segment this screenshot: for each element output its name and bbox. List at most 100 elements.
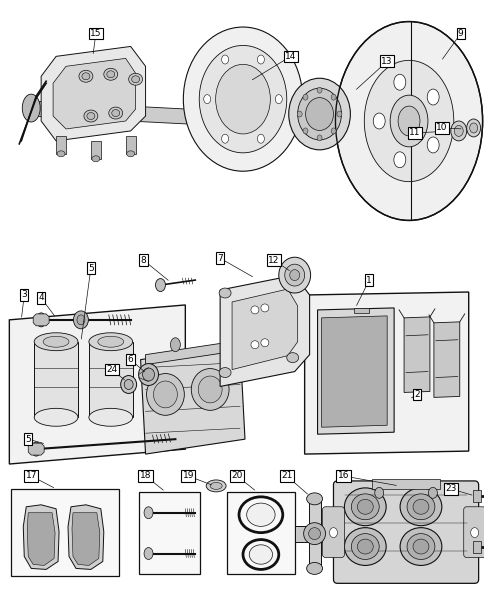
Ellipse shape — [426, 89, 438, 105]
Ellipse shape — [454, 125, 462, 137]
Ellipse shape — [317, 135, 321, 141]
Ellipse shape — [450, 121, 466, 141]
Ellipse shape — [87, 112, 95, 120]
Ellipse shape — [357, 539, 373, 554]
Ellipse shape — [275, 95, 282, 104]
FancyBboxPatch shape — [333, 481, 478, 583]
Ellipse shape — [317, 87, 321, 93]
Text: 10: 10 — [435, 124, 447, 133]
Ellipse shape — [373, 113, 384, 129]
Polygon shape — [31, 101, 284, 129]
Ellipse shape — [199, 45, 286, 153]
Ellipse shape — [469, 528, 478, 538]
Bar — [91, 141, 101, 159]
Ellipse shape — [308, 528, 320, 540]
Ellipse shape — [297, 88, 341, 140]
Text: 18: 18 — [139, 471, 151, 481]
Ellipse shape — [82, 73, 90, 80]
Ellipse shape — [344, 528, 385, 565]
Ellipse shape — [286, 353, 298, 363]
Ellipse shape — [126, 151, 135, 157]
Ellipse shape — [306, 493, 322, 505]
Ellipse shape — [215, 64, 270, 134]
Ellipse shape — [221, 134, 228, 143]
Ellipse shape — [31, 442, 41, 456]
Ellipse shape — [412, 539, 428, 554]
Ellipse shape — [146, 373, 184, 415]
Polygon shape — [472, 541, 480, 552]
Ellipse shape — [286, 273, 298, 283]
Ellipse shape — [155, 279, 165, 292]
Ellipse shape — [350, 494, 378, 519]
Ellipse shape — [250, 306, 258, 314]
Ellipse shape — [427, 487, 437, 498]
FancyBboxPatch shape — [322, 507, 344, 557]
Text: 1: 1 — [365, 276, 371, 284]
Text: 11: 11 — [408, 128, 420, 137]
Ellipse shape — [106, 71, 115, 78]
Ellipse shape — [153, 381, 177, 408]
Polygon shape — [321, 316, 386, 427]
Polygon shape — [23, 505, 59, 570]
Text: 4: 4 — [38, 293, 44, 303]
Ellipse shape — [426, 137, 438, 153]
Bar — [308, 499, 320, 568]
Ellipse shape — [406, 494, 434, 519]
Ellipse shape — [335, 22, 482, 220]
Ellipse shape — [284, 264, 304, 286]
Ellipse shape — [144, 507, 152, 519]
Bar — [11, 489, 119, 577]
Polygon shape — [27, 513, 55, 565]
Ellipse shape — [406, 534, 434, 560]
Text: 14: 14 — [285, 52, 296, 61]
Ellipse shape — [303, 522, 325, 545]
Ellipse shape — [344, 488, 385, 525]
Ellipse shape — [357, 499, 373, 514]
Ellipse shape — [250, 340, 258, 349]
Ellipse shape — [73, 311, 88, 329]
Bar — [227, 492, 294, 574]
Text: 3: 3 — [21, 290, 27, 299]
Ellipse shape — [331, 128, 335, 134]
Ellipse shape — [108, 107, 122, 119]
Ellipse shape — [399, 528, 441, 565]
Ellipse shape — [124, 379, 133, 389]
Ellipse shape — [183, 27, 302, 171]
Ellipse shape — [257, 134, 264, 143]
Polygon shape — [304, 292, 468, 454]
Ellipse shape — [350, 534, 378, 560]
Polygon shape — [403, 317, 429, 392]
FancyBboxPatch shape — [463, 507, 484, 557]
Ellipse shape — [34, 408, 78, 426]
Bar — [372, 479, 439, 489]
Text: 20: 20 — [231, 471, 242, 481]
Text: 17: 17 — [26, 471, 37, 481]
Ellipse shape — [131, 76, 139, 82]
Ellipse shape — [219, 288, 230, 298]
Text: 19: 19 — [182, 471, 194, 481]
Ellipse shape — [198, 376, 222, 403]
Ellipse shape — [336, 111, 341, 117]
Text: 2: 2 — [413, 390, 419, 399]
Polygon shape — [68, 505, 104, 570]
Ellipse shape — [374, 487, 383, 498]
Ellipse shape — [91, 156, 100, 162]
Ellipse shape — [43, 336, 69, 347]
Ellipse shape — [363, 60, 453, 181]
Ellipse shape — [393, 74, 405, 90]
Ellipse shape — [305, 98, 333, 130]
Ellipse shape — [393, 152, 405, 168]
Ellipse shape — [302, 128, 307, 134]
Ellipse shape — [36, 313, 46, 327]
Ellipse shape — [138, 363, 158, 385]
Ellipse shape — [104, 68, 118, 80]
Ellipse shape — [257, 55, 264, 64]
Text: 16: 16 — [337, 471, 348, 481]
Ellipse shape — [389, 95, 427, 147]
Ellipse shape — [288, 78, 349, 150]
Ellipse shape — [144, 548, 152, 560]
Bar — [125, 136, 136, 154]
Text: 5: 5 — [88, 264, 93, 273]
Polygon shape — [354, 308, 368, 313]
Ellipse shape — [98, 336, 123, 347]
